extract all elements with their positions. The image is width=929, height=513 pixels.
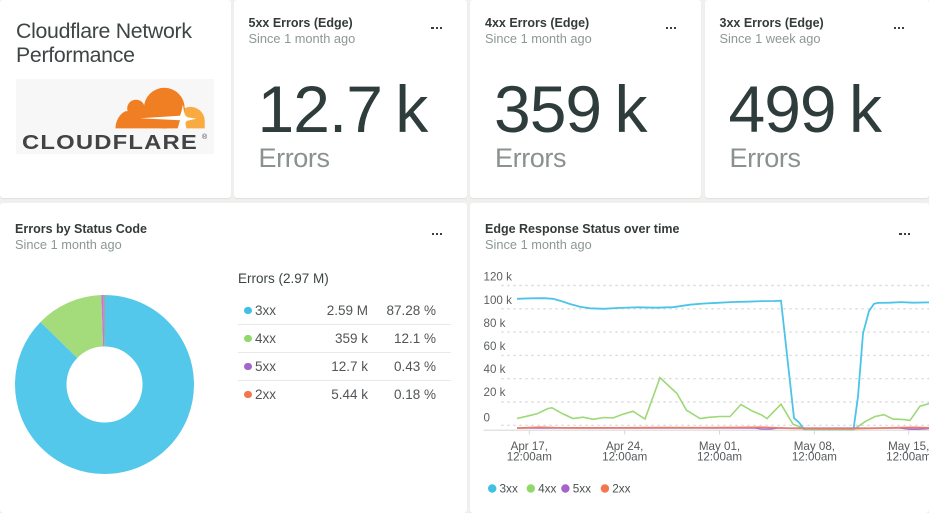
svg-text:12:00am: 12:00am [697,450,742,463]
svg-text:12:00am: 12:00am [886,450,929,463]
svg-text:CLOUDFLARE: CLOUDFLARE [22,132,198,154]
svg-text:120 k: 120 k [484,270,513,283]
svg-text:100 k: 100 k [484,294,513,307]
svg-text:80 k: 80 k [484,317,506,330]
svg-text:12:00am: 12:00am [792,450,837,463]
svg-text:May 15,: May 15, [888,440,929,453]
svg-text:3xx: 3xx [500,481,518,495]
svg-text:12:00am: 12:00am [602,450,647,463]
svg-text:Apr 17,: Apr 17, [511,440,548,453]
svg-text:2xx: 2xx [612,481,630,495]
svg-text:40 k: 40 k [484,363,506,376]
svg-text:0: 0 [484,411,490,424]
svg-text:May 01,: May 01, [699,440,740,453]
svg-text:Apr 24,: Apr 24, [606,440,643,453]
svg-text:60 k: 60 k [484,340,506,353]
svg-text:May 08,: May 08, [794,440,835,453]
svg-text:5xx: 5xx [573,481,591,495]
svg-text:4xx: 4xx [538,481,556,495]
svg-text:12:00am: 12:00am [507,450,552,463]
svg-text:20 k: 20 k [484,386,506,399]
svg-text:®: ® [202,133,208,141]
